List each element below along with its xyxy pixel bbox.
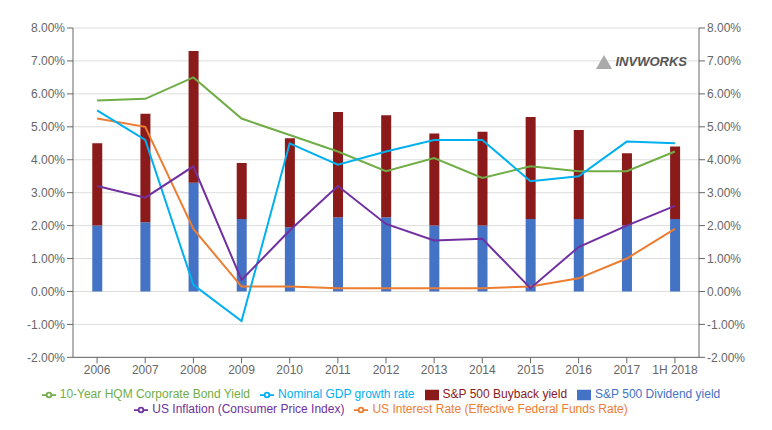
svg-text:-2.00%: -2.00%	[27, 351, 65, 365]
svg-text:2006: 2006	[84, 363, 111, 377]
svg-text:2017: 2017	[613, 363, 640, 377]
html-text:10-Year HQM Corporate Bond Yie: 10-Year HQM Corporate Bond Yield	[59, 387, 250, 402]
svg-text:2007: 2007	[132, 363, 159, 377]
svg-text:8.00%: 8.00%	[707, 21, 741, 35]
svg-text:4.00%: 4.00%	[707, 153, 741, 167]
svg-text:8.00%: 8.00%	[31, 21, 65, 35]
svg-text:-2.00%: -2.00%	[707, 351, 745, 365]
html-text:US Inflation (Consumer Price I: US Inflation (Consumer Price Index)	[152, 402, 345, 417]
svg-text:5.00%: 5.00%	[707, 120, 741, 134]
svg-text:-1.00%: -1.00%	[27, 318, 65, 332]
svg-text:2011: 2011	[325, 363, 351, 377]
svg-text:2.00%: 2.00%	[31, 219, 65, 233]
html-text:US Interest Rate (Effective Fe: US Interest Rate (Effective Federal Fund…	[372, 402, 628, 417]
svg-text:4.00%: 4.00%	[31, 153, 65, 167]
svg-text:5.00%: 5.00%	[31, 120, 65, 134]
html-text:INVWORKS: INVWORKS	[615, 54, 687, 69]
svg-text:2008: 2008	[180, 363, 207, 377]
html-text:S&P 500 Buyback yield: S&P 500 Buyback yield	[442, 387, 568, 402]
svg-text:7.00%: 7.00%	[31, 54, 65, 68]
svg-text:2016: 2016	[565, 363, 592, 377]
svg-text:7.00%: 7.00%	[707, 54, 741, 68]
html-text:S&P 500 Dividend yield: S&P 500 Dividend yield	[595, 387, 721, 402]
svg-text:2010: 2010	[276, 363, 303, 377]
svg-text:3.00%: 3.00%	[707, 186, 741, 200]
html-text:Nominal GDP growth rate: Nominal GDP growth rate	[278, 387, 415, 402]
svg-text:2013: 2013	[421, 363, 448, 377]
svg-text:2012: 2012	[373, 363, 400, 377]
svg-text:1.00%: 1.00%	[31, 252, 65, 266]
svg-text:6.00%: 6.00%	[707, 87, 741, 101]
svg-text:2014: 2014	[469, 363, 496, 377]
svg-text:0.00%: 0.00%	[31, 285, 65, 299]
svg-text:3.00%: 3.00%	[31, 186, 65, 200]
svg-text:0.00%: 0.00%	[707, 285, 741, 299]
svg-text:1H 2018: 1H 2018	[652, 363, 698, 377]
svg-text:1.00%: 1.00%	[707, 252, 741, 266]
svg-text:-1.00%: -1.00%	[707, 318, 745, 332]
svg-text:6.00%: 6.00%	[31, 87, 65, 101]
svg-text:2.00%: 2.00%	[707, 219, 741, 233]
svg-text:2015: 2015	[517, 363, 544, 377]
svg-text:2009: 2009	[228, 363, 255, 377]
